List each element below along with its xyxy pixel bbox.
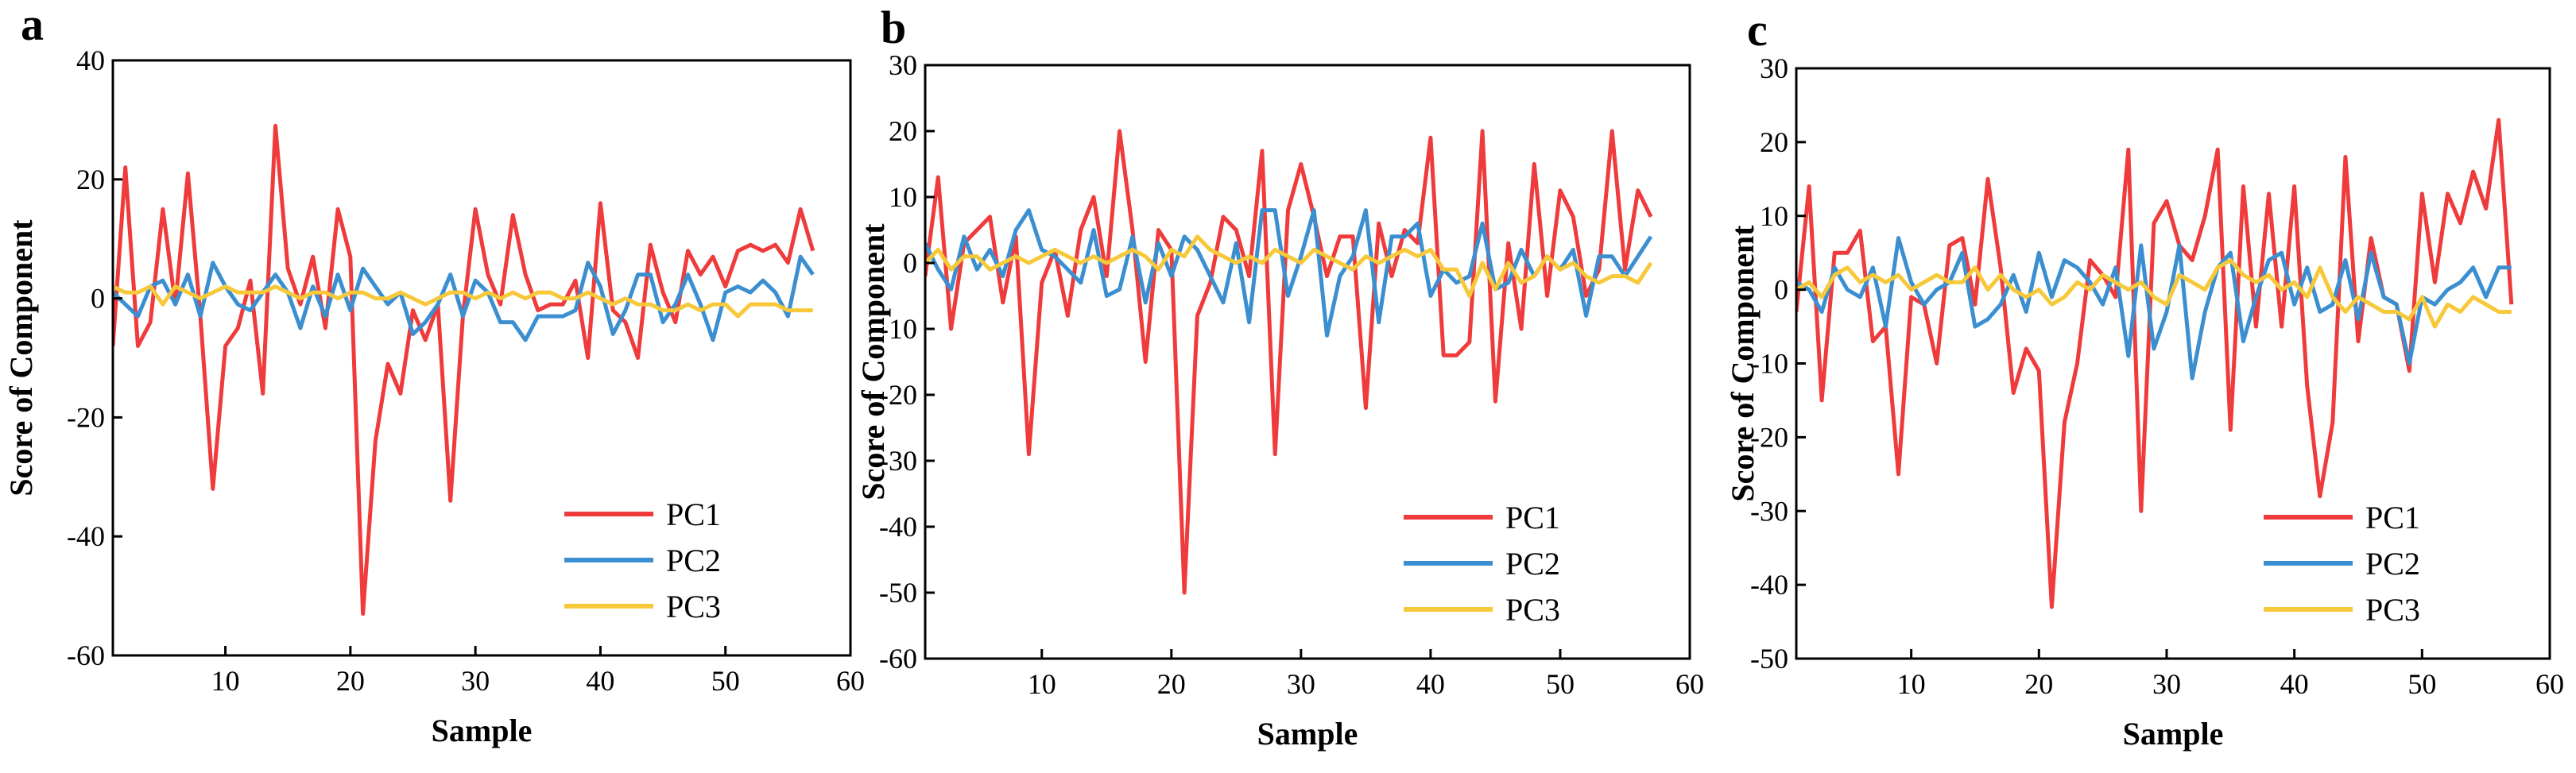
plot-frame — [1795, 67, 2551, 660]
x-tick-label: 20 — [336, 665, 365, 697]
panel-b: b -60 -50 -40 -30 -20 -10 0 10 20 30 10 20 30 40 50 60 Sa… — [855, 2, 1704, 752]
series-line-pc2 — [1796, 236, 2512, 381]
x-tick-label: 30 — [1287, 668, 1315, 700]
x-tick-label: 40 — [1416, 668, 1445, 700]
x-axis-title: Sample — [2123, 716, 2224, 752]
x-tick-label: 40 — [2280, 668, 2309, 700]
series-line-pc3 — [113, 284, 813, 319]
series-line-pc2 — [113, 254, 815, 342]
legend: PC1 PC2 PC3 — [564, 497, 721, 624]
y-axis-title: Score of Component — [855, 223, 891, 501]
y-axis-title: Score of Component — [3, 219, 39, 497]
legend-label: PC2 — [666, 543, 721, 578]
y-tick-label: -60 — [879, 643, 917, 674]
y-tick-label: -30 — [879, 445, 917, 477]
y-tick-label: 40 — [76, 44, 105, 76]
y-tick-label: -40 — [879, 511, 917, 543]
plot-frame — [111, 59, 852, 657]
x-tick-label: 10 — [1028, 668, 1056, 700]
x-tick-label: 30 — [461, 665, 490, 697]
legend-label: PC3 — [1505, 592, 1560, 628]
series-line-pc3 — [1796, 258, 2512, 329]
x-tick-label: 20 — [1157, 668, 1186, 700]
y-tick-label: 10 — [1760, 200, 1788, 232]
x-tick-label: 30 — [2152, 668, 2181, 700]
series-line-pc1 — [925, 129, 1653, 595]
panel-label: c — [1747, 4, 1768, 56]
legend: PC1 PC2 PC3 — [1404, 500, 1560, 628]
y-tick-label: -50 — [1750, 643, 1788, 674]
panel-label: a — [21, 0, 44, 50]
y-tick-label: -40 — [67, 520, 105, 552]
y-tick-label: 0 — [903, 247, 917, 279]
y-axis-title: Score of Component — [1725, 225, 1761, 502]
y-tick-label: -20 — [879, 379, 917, 411]
series-line-pc3 — [925, 234, 1653, 298]
x-tick-label: 50 — [2407, 668, 2436, 700]
panel-label: b — [881, 2, 906, 53]
legend-label: PC1 — [666, 497, 721, 532]
x-axis-title: Sample — [1257, 716, 1358, 752]
x-tick-label: 10 — [211, 665, 240, 697]
y-tick-label: -10 — [879, 313, 917, 345]
panel-a: a -60 -40 -20 0 20 40 10 20 30 40 50 60 Sample Score o… — [3, 0, 865, 748]
legend-label: PC3 — [666, 589, 721, 624]
x-tick-label: 60 — [2535, 668, 2564, 700]
x-axis-title: Sample — [432, 713, 533, 748]
x-tick-label: 40 — [586, 665, 614, 697]
y-tick-label: -20 — [67, 401, 105, 433]
legend: PC1 PC2 PC3 — [2264, 500, 2420, 628]
x-tick-label: 50 — [711, 665, 740, 697]
y-tick-label: 30 — [889, 49, 917, 81]
legend-label: PC1 — [1505, 500, 1560, 535]
y-tick-label: 0 — [91, 283, 105, 315]
y-tick-label: -20 — [1750, 421, 1788, 453]
x-tick-label: 20 — [2024, 668, 2053, 700]
series-line-pc1 — [113, 123, 815, 616]
y-tick-label: -10 — [1750, 348, 1788, 380]
legend-label: PC2 — [1505, 546, 1560, 582]
y-tick-label: 20 — [1760, 126, 1788, 158]
y-tick-label: 0 — [1774, 274, 1788, 306]
y-tick-label: -40 — [1750, 569, 1788, 601]
y-tick-label: 10 — [889, 181, 917, 213]
y-tick-label: -50 — [879, 577, 917, 609]
legend-label: PC2 — [2365, 546, 2420, 582]
y-tick-label: -30 — [1750, 495, 1788, 527]
legend-label: PC3 — [2365, 592, 2420, 628]
plot-frame — [924, 64, 1691, 660]
y-tick-label: 20 — [76, 164, 105, 195]
x-tick-label: 50 — [1546, 668, 1575, 700]
x-tick-label: 60 — [1675, 668, 1704, 700]
panel-c: c -50 -40 -30 -20 -10 0 10 20 30 10 20 30 40 50 60 Sampl… — [1725, 4, 2564, 752]
y-tick-label: 20 — [889, 115, 917, 147]
y-tick-label: -60 — [67, 640, 105, 671]
legend-label: PC1 — [2365, 500, 2420, 535]
x-tick-label: 10 — [1897, 668, 1926, 700]
y-tick-label: 30 — [1760, 52, 1788, 84]
x-tick-label: 60 — [836, 665, 865, 697]
